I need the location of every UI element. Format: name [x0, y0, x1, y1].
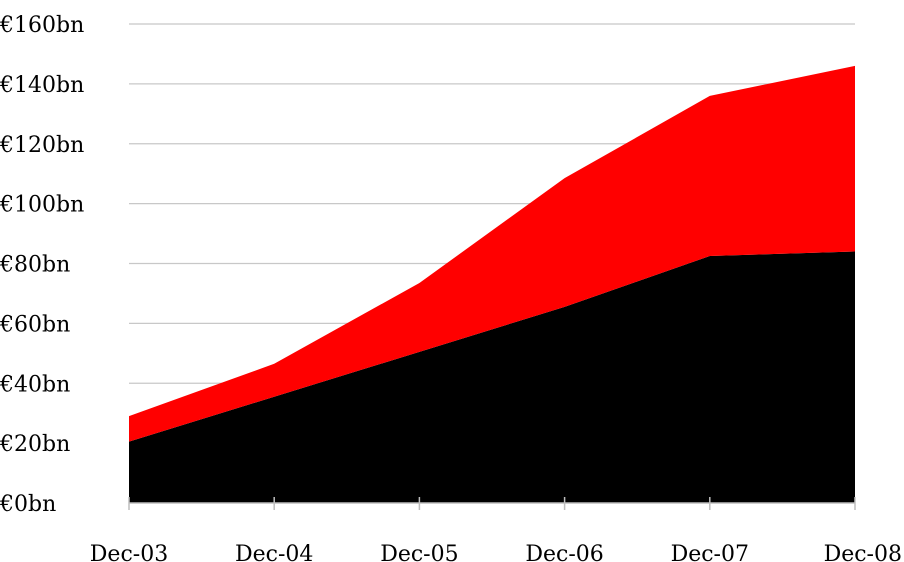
area-series [129, 65, 855, 503]
x-tick-label: Dec-06 [525, 542, 603, 562]
x-tick-label: Dec-07 [671, 542, 749, 562]
area-series-2 [129, 65, 855, 442]
area-series-1 [129, 251, 855, 503]
x-tick-label: Dec-05 [380, 542, 458, 562]
y-tick-label: €60bn [0, 312, 70, 337]
y-tick-label: €20bn [0, 432, 70, 457]
y-axis-tick-labels: €0bn €20bn €40bn €60bn €80bn €100bn €120bn €140… [0, 13, 84, 517]
y-tick-label: €100bn [0, 193, 84, 218]
x-tick-label: Dec-03 [90, 542, 168, 562]
y-tick-label: €160bn [0, 13, 84, 38]
y-tick-label: €80bn [0, 253, 70, 278]
y-tick-label: €140bn [0, 73, 84, 98]
x-axis [128, 497, 856, 510]
x-tick-label: Dec-04 [235, 542, 313, 562]
y-tick-label: €120bn [0, 133, 84, 158]
y-tick-label: €0bn [0, 492, 56, 517]
x-tick-label: Dec-08 [824, 542, 902, 562]
x-axis-tick-labels: Dec-03 Dec-04 Dec-05 Dec-06 Dec-07 Dec-08 [90, 542, 902, 562]
y-tick-label: €40bn [0, 372, 70, 397]
